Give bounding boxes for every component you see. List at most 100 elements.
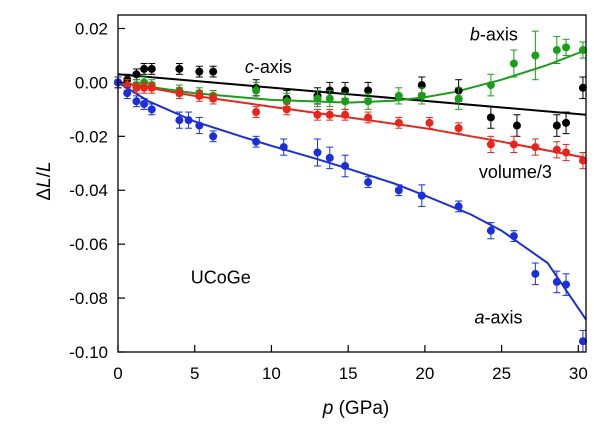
data-point-c-axis [175, 64, 184, 73]
data-point-volume-3 [552, 145, 561, 154]
data-point-volume-3 [425, 118, 434, 127]
data-point-volume-3 [140, 83, 149, 92]
data-point-a-axis [552, 277, 561, 286]
data-point-a-axis [279, 143, 288, 152]
data-point-volume-3 [252, 108, 261, 117]
y-tick-label: -0.04 [69, 181, 108, 200]
data-point-b-axis [509, 59, 518, 68]
data-point-b-axis [364, 97, 373, 106]
data-point-a-axis [123, 89, 132, 98]
data-point-volume-3 [454, 124, 463, 133]
data-point-a-axis [562, 280, 571, 289]
data-point-b-axis [394, 91, 403, 100]
data-point-a-axis [578, 337, 587, 346]
data-point-b-axis [486, 81, 495, 90]
y-tick-label: -0.08 [69, 289, 108, 308]
data-point-volume-3 [531, 143, 540, 152]
fit-line-volume-3 [117, 81, 587, 159]
data-point-c-axis [132, 70, 141, 79]
x-tick-label: 20 [415, 364, 434, 383]
label-volume-3: volume/3 [479, 162, 552, 182]
annotations: c-axis b-axis volume/3 UCoGe a-axis [191, 25, 552, 328]
data-point-b-axis [325, 94, 334, 103]
data-point-a-axis [175, 116, 184, 125]
data-point-b-axis [313, 94, 322, 103]
x-tick-label: 5 [190, 364, 199, 383]
data-point-c-axis [578, 83, 587, 92]
x-tick-label: 25 [492, 364, 511, 383]
data-point-volume-3 [509, 140, 518, 149]
data-point-c-axis [147, 64, 156, 73]
data-point-volume-3 [486, 140, 495, 149]
data-point-a-axis [184, 116, 193, 125]
label-ucoge: UCoGe [191, 267, 251, 287]
y-tick-label: -0.02 [69, 127, 108, 146]
data-point-b-axis [562, 43, 571, 52]
data-point-a-axis [486, 226, 495, 235]
data-point-c-axis [364, 86, 373, 95]
data-point-a-axis [147, 105, 156, 114]
data-point-b-axis [417, 91, 426, 100]
data-point-c-axis [486, 113, 495, 122]
label-b-axis: b-axis [470, 25, 518, 45]
data-point-volume-3 [341, 110, 350, 119]
data-point-b-axis [252, 86, 261, 95]
data-point-a-axis [509, 232, 518, 241]
data-point-volume-3 [209, 94, 218, 103]
x-tick-label: 10 [262, 364, 281, 383]
data-point-c-axis [562, 118, 571, 127]
label-c-axis: c-axis [245, 57, 292, 77]
data-point-a-axis [341, 161, 350, 170]
data-point-c-axis [512, 121, 521, 130]
data-point-c-axis [140, 64, 149, 73]
y-tick-label: -0.06 [69, 235, 108, 254]
x-tick-label: 0 [113, 364, 122, 383]
data-point-a-axis [531, 269, 540, 278]
y-axis-title: ΔL/L [34, 161, 55, 200]
data-point-b-axis [578, 46, 587, 55]
data-point-a-axis [140, 99, 149, 108]
y-tick-label: 0.00 [75, 73, 108, 92]
data-point-volume-3 [364, 113, 373, 122]
data-point-b-axis [454, 94, 463, 103]
data-point-volume-3 [325, 110, 334, 119]
data-point-c-axis [209, 67, 218, 76]
x-tick-label: 30 [569, 364, 588, 383]
data-point-volume-3 [313, 110, 322, 119]
data-point-b-axis [552, 46, 561, 55]
data-point-a-axis [325, 153, 334, 162]
data-point-a-axis [417, 191, 426, 200]
data-point-a-axis [209, 132, 218, 141]
label-a-axis: a-axis [475, 308, 523, 328]
data-point-b-axis [282, 97, 291, 106]
data-point-c-axis [552, 121, 561, 130]
x-axis-title: p (GPa) [322, 398, 390, 419]
y-tick-label: 0.02 [75, 19, 108, 38]
data-point-a-axis [132, 97, 141, 106]
y-tick-label: -0.10 [69, 343, 108, 362]
fit-line-a-axis [117, 81, 587, 321]
x-tick-label: 15 [339, 364, 358, 383]
data-point-a-axis [252, 137, 261, 146]
fit-line-c-axis [117, 73, 587, 116]
data-point-volume-3 [562, 148, 571, 157]
data-point-volume-3 [175, 89, 184, 98]
data-point-c-axis [341, 86, 350, 95]
data-point-volume-3 [578, 156, 587, 165]
plot-frame [117, 14, 587, 353]
data-point-volume-3 [123, 81, 132, 90]
data-point-a-axis [195, 121, 204, 130]
data-point-volume-3 [195, 91, 204, 100]
data-point-volume-3 [132, 83, 141, 92]
data-point-a-axis [364, 178, 373, 187]
data-point-a-axis [394, 186, 403, 195]
data-point-volume-3 [282, 105, 291, 114]
data-point-b-axis [531, 51, 540, 60]
data-point-a-axis [313, 148, 322, 157]
data-point-volume-3 [394, 118, 403, 127]
axes: 0 5 10 15 20 25 30 0.02 0.00 -0.02 -0.04 -0.06 -0.08… [69, 14, 588, 383]
data-point-b-axis [341, 97, 350, 106]
fit-line-b-axis [117, 49, 587, 104]
data-point-volume-3 [147, 83, 156, 92]
